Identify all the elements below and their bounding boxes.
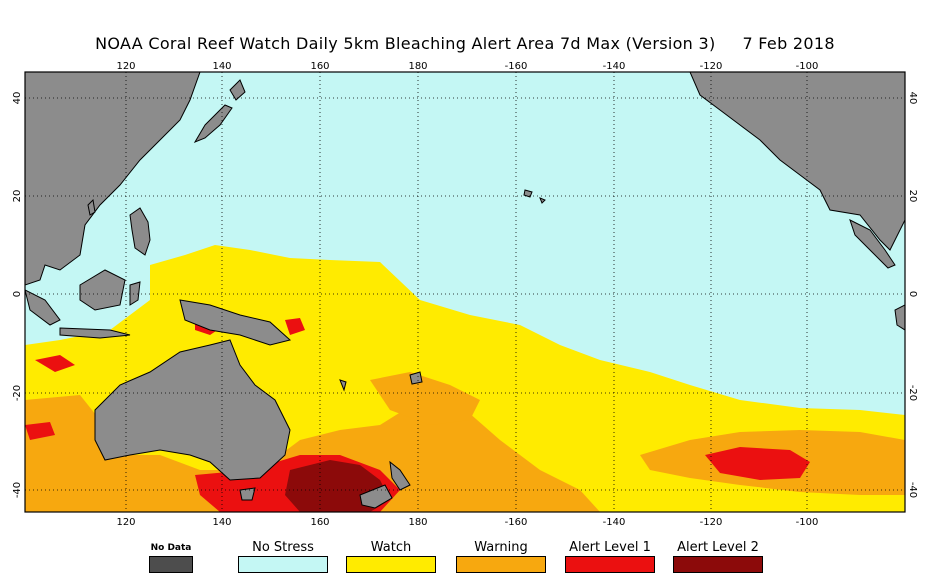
- legend-label: Alert Level 2: [677, 540, 759, 555]
- lat-label: 20: [12, 190, 23, 203]
- warning-zone-central: [370, 372, 480, 425]
- lon-label: -140: [603, 517, 626, 528]
- map-frame: [24, 71, 906, 513]
- lon-label: 180: [408, 517, 427, 528]
- lon-label: 160: [310, 517, 329, 528]
- lon-label: -160: [505, 61, 528, 72]
- legend-label: Watch: [370, 540, 412, 555]
- legend-label: Alert Level 1: [569, 540, 651, 555]
- legend-item-alert-level-1: Alert Level 1: [562, 540, 658, 573]
- lon-label: -100: [796, 517, 819, 528]
- legend-swatch: [565, 556, 655, 573]
- lon-label: -160: [505, 517, 528, 528]
- legend-item-no-stress: No Stress: [235, 540, 331, 573]
- legend-item-no-data: No Data: [146, 540, 196, 573]
- lat-label: 40: [12, 92, 23, 105]
- lon-label: -140: [603, 61, 626, 72]
- legend-swatch: [346, 556, 436, 573]
- legend-swatch: [456, 556, 546, 573]
- graticule: [25, 72, 905, 512]
- lon-label: 160: [310, 61, 329, 72]
- legend-swatch: [149, 556, 193, 573]
- lon-label: 120: [116, 61, 135, 72]
- top-lon-labels: 120 140 160 180 -160 -140 -120 -100: [116, 61, 818, 72]
- lat-label: 0: [907, 291, 918, 297]
- land-masses: [25, 72, 905, 509]
- lon-label: 120: [116, 517, 135, 528]
- legend-item-warning: Warning: [453, 540, 549, 573]
- lat-label: 20: [907, 190, 918, 203]
- lat-label: -40: [907, 482, 918, 498]
- lat-label: 40: [907, 92, 918, 105]
- lat-label: 0: [12, 291, 23, 297]
- right-lat-labels: 40 20 0 -20 -40: [907, 92, 918, 499]
- map-title: NOAA Coral Reef Watch Daily 5km Bleachin…: [95, 34, 835, 53]
- lat-label: -40: [12, 482, 23, 498]
- left-lat-labels: 40 20 0 -20 -40: [12, 92, 23, 499]
- lon-label: 180: [408, 61, 427, 72]
- legend-swatch: [238, 556, 328, 573]
- legend-label: No Stress: [252, 540, 314, 555]
- legend-label: No Data: [150, 543, 192, 553]
- legend-item-watch: Watch: [343, 540, 439, 573]
- lon-label: 140: [212, 517, 231, 528]
- legend-item-alert-level-2: Alert Level 2: [670, 540, 766, 573]
- legend-label: Warning: [474, 540, 528, 555]
- alert1-zone-east: [705, 447, 810, 480]
- lat-label: -20: [907, 385, 918, 401]
- lon-label: -120: [700, 61, 723, 72]
- lat-label: -20: [12, 385, 23, 401]
- warning-zone-south: [25, 395, 600, 512]
- bottom-lon-labels: 120 140 160 180 -160 -140 -120 -100: [116, 517, 818, 528]
- lon-label: -100: [796, 61, 819, 72]
- bleaching-alert-map: 120 140 160 180 -160 -140 -120 -100 120 …: [12, 61, 918, 528]
- alert1-zone-west: [25, 355, 75, 440]
- legend-swatch: [673, 556, 763, 573]
- lon-label: 140: [212, 61, 231, 72]
- legend: No Data No Stress Watch Warning Alert Le…: [0, 540, 930, 580]
- lon-label: -120: [700, 517, 723, 528]
